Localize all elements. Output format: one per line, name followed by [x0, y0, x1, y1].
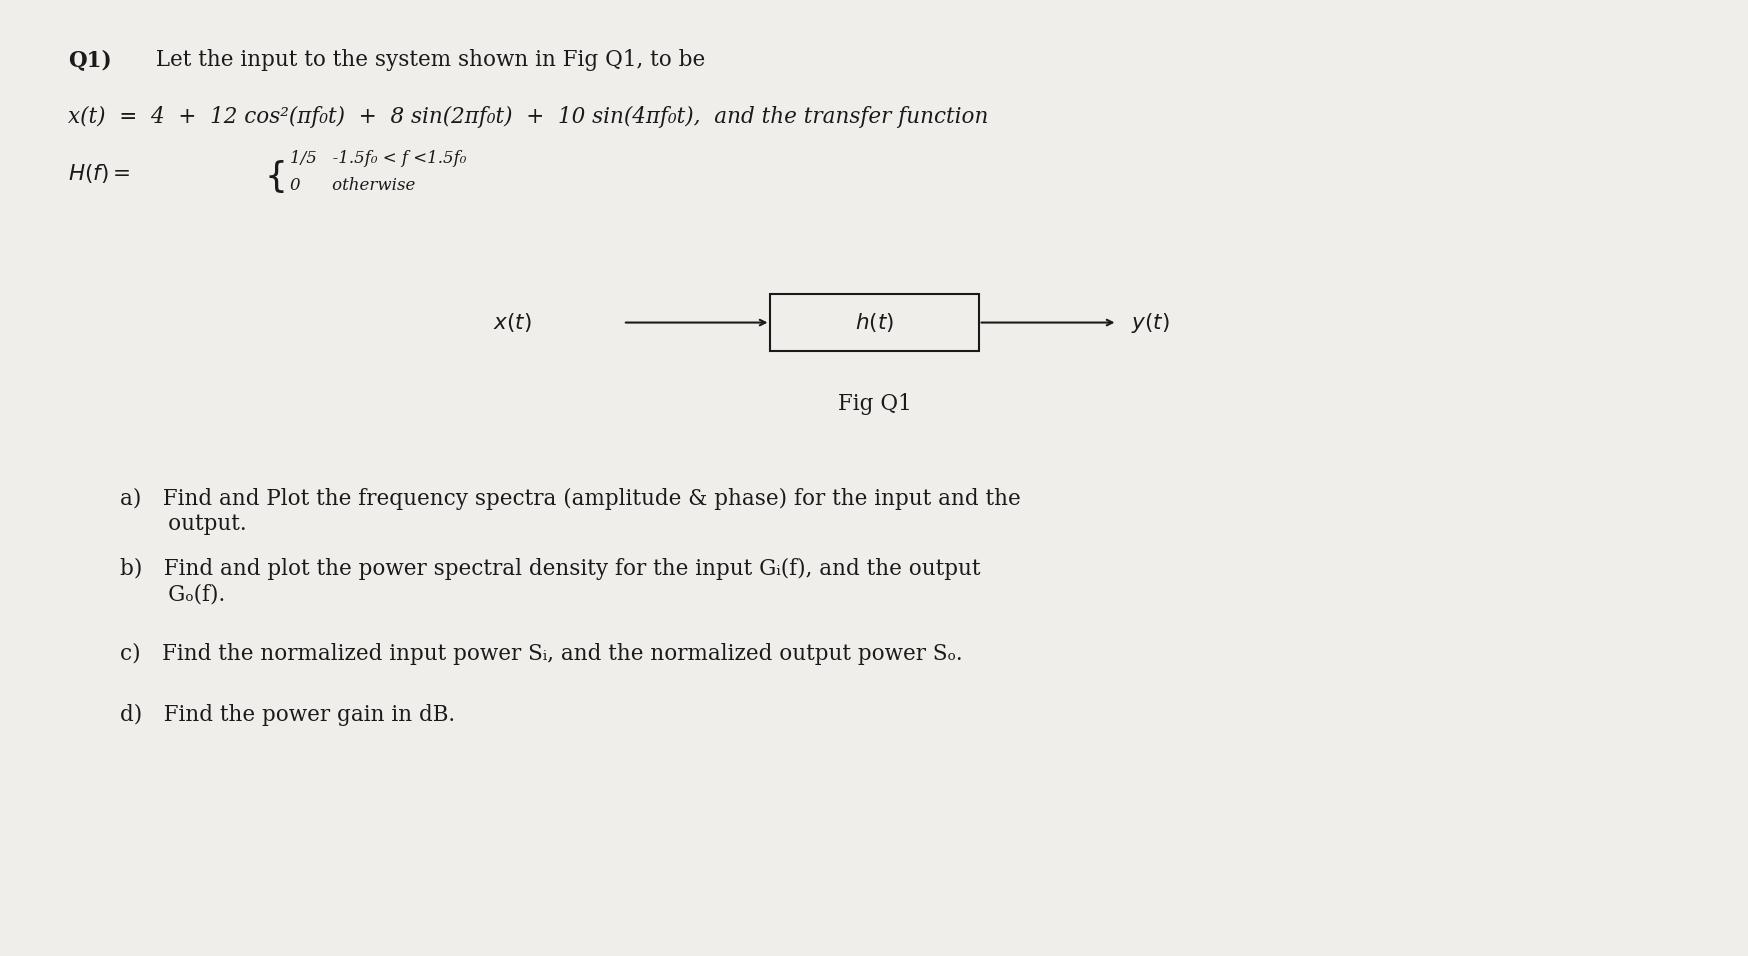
- Text: Q1): Q1): [68, 50, 112, 72]
- Text: a) Find and Plot the frequency spectra (amplitude & phase) for the input and the: a) Find and Plot the frequency spectra (…: [119, 488, 1019, 535]
- Text: x(t)  =  4  +  12 cos²(πf₀t)  +  8 sin(2πf₀t)  +  10 sin(4πf₀t),  and the transf: x(t) = 4 + 12 cos²(πf₀t) + 8 sin(2πf₀t) …: [68, 106, 988, 128]
- Text: $h(t)$: $h(t)$: [855, 311, 893, 334]
- Text: Let the input to the system shown in Fig Q1, to be: Let the input to the system shown in Fig…: [149, 50, 704, 72]
- Text: $y(t)$: $y(t)$: [1131, 311, 1169, 335]
- Text: $x(t)$: $x(t)$: [493, 311, 531, 334]
- Text: Fig Q1: Fig Q1: [837, 393, 911, 415]
- Text: c) Find the normalized input power Sᵢ, and the normalized output power Sₒ.: c) Find the normalized input power Sᵢ, a…: [119, 642, 961, 665]
- Text: d) Find the power gain in dB.: d) Find the power gain in dB.: [119, 705, 454, 727]
- Text: 0      otherwise: 0 otherwise: [290, 177, 414, 193]
- Text: 1/5   -1.5f₀ < f <1.5f₀: 1/5 -1.5f₀ < f <1.5f₀: [290, 150, 467, 167]
- Text: $\{$: $\{$: [264, 158, 283, 195]
- FancyBboxPatch shape: [769, 294, 979, 351]
- Text: b) Find and plot the power spectral density for the input Gᵢ(f), and the output
: b) Find and plot the power spectral dens…: [119, 558, 979, 605]
- Text: $H(f) = $: $H(f) = $: [68, 163, 129, 185]
